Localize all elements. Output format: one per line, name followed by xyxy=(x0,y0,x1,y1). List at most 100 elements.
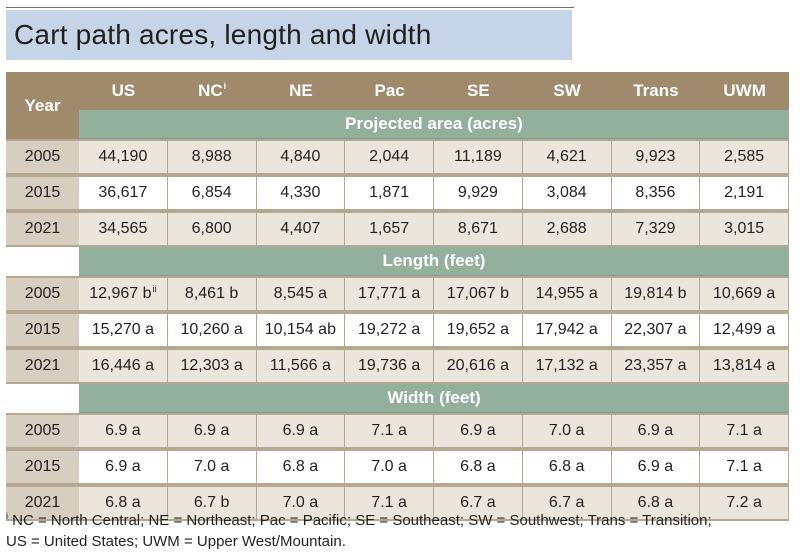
cell-se: 19,652 a xyxy=(434,312,523,348)
table-row: 2021 34,565 6,800 4,407 1,657 8,671 2,68… xyxy=(6,211,789,247)
cell-nc: 8,988 xyxy=(167,139,257,175)
cell-us: 6.9 a xyxy=(79,449,168,485)
cart-path-table: Year US NCi NE Pac SE SW Trans UWM Proje… xyxy=(6,72,789,521)
cell-ne: 11,566 a xyxy=(256,348,346,384)
cell-sw: 7.0 a xyxy=(522,413,612,449)
cell-trans: 7,329 xyxy=(611,211,701,247)
cell-pac: 19,736 a xyxy=(345,348,434,384)
col-header-sw: SW xyxy=(522,72,612,110)
row-year: 2021 xyxy=(6,211,79,247)
cell-sw: 3,084 xyxy=(522,175,612,211)
cell-trans: 6.9 a xyxy=(611,449,701,485)
row-year: 2015 xyxy=(6,449,79,485)
cell-pac: 19,272 a xyxy=(345,312,434,348)
col-header-trans: Trans xyxy=(611,72,701,110)
cell-uwm: 13,814 a xyxy=(700,348,789,384)
top-rule xyxy=(6,7,574,8)
cell-se: 17,067 b xyxy=(434,276,523,312)
cell-us: 34,565 xyxy=(79,211,168,247)
cell-sw: 6.8 a xyxy=(522,449,612,485)
cell-ne: 6.9 a xyxy=(256,413,346,449)
cell-trans: 19,814 b xyxy=(611,276,701,312)
cell-uwm: 3,015 xyxy=(700,211,789,247)
footnote: i NC = North Central; NE = Northeast; Pa… xyxy=(6,510,796,552)
footnote-marker: i xyxy=(6,511,8,521)
table-row: 2021 6.8 a 6.7 b 7.0 a 7.1 a 6.7 a 6.7 a… xyxy=(6,485,789,521)
cell-pac: 1,657 xyxy=(345,211,434,247)
col-header-pac: Pac xyxy=(345,72,434,110)
cell-trans: 23,357 a xyxy=(611,348,701,384)
row-year: 2015 xyxy=(6,312,79,348)
cell-ne: 4,407 xyxy=(256,211,346,247)
column-header-row: Year US NCi NE Pac SE SW Trans UWM xyxy=(6,72,789,139)
cell-us: 6.9 a xyxy=(79,413,168,449)
cell-uwm: 12,499 a xyxy=(700,312,789,348)
year-header: Year xyxy=(6,72,79,139)
table-row: 2015 6.9 a 7.0 a 6.8 a 7.0 a 6.8 a 6.8 a… xyxy=(6,449,789,485)
section-header-length: Length (feet) xyxy=(6,247,789,276)
cell-pac: 7.1 a xyxy=(345,485,434,521)
section-spacer xyxy=(6,247,79,276)
us-footnote-marker: ii xyxy=(152,283,157,294)
cell-ne: 7.0 a xyxy=(256,485,346,521)
section-spacer xyxy=(6,384,79,413)
cell-sw: 14,955 a xyxy=(522,276,612,312)
col-header-uwm: UWM xyxy=(700,72,789,110)
cell-us: 12,967 bii xyxy=(79,276,168,312)
cell-se: 9,929 xyxy=(434,175,523,211)
section-label-area: Projected area (acres) xyxy=(79,110,789,139)
cell-us: 16,446 a xyxy=(79,348,168,384)
cell-sw: 17,132 a xyxy=(522,348,612,384)
cell-us: 6.8 a xyxy=(79,485,168,521)
section-label-length: Length (feet) xyxy=(79,247,789,276)
section-header-width: Width (feet) xyxy=(6,384,789,413)
table-title: Cart path acres, length and width xyxy=(6,10,572,60)
footnote-line-1: i NC = North Central; NE = Northeast; Pa… xyxy=(6,510,796,531)
row-year: 2021 xyxy=(6,348,79,384)
col-header-us: US xyxy=(79,72,168,110)
cell-se: 11,189 xyxy=(434,139,523,175)
cell-ne: 4,330 xyxy=(256,175,346,211)
cell-us-value: 12,967 b xyxy=(89,285,152,302)
row-year: 2005 xyxy=(6,276,79,312)
cell-trans: 9,923 xyxy=(611,139,701,175)
cell-se: 8,671 xyxy=(434,211,523,247)
table-row: 2021 16,446 a 12,303 a 11,566 a 19,736 a… xyxy=(6,348,789,384)
cell-sw: 17,942 a xyxy=(522,312,612,348)
cell-se: 6.8 a xyxy=(434,449,523,485)
cell-us: 44,190 xyxy=(79,139,168,175)
col-header-se: SE xyxy=(434,72,523,110)
cell-uwm: 2,585 xyxy=(700,139,789,175)
cell-ne: 4,840 xyxy=(256,139,346,175)
cell-uwm: 7.1 a xyxy=(700,413,789,449)
row-year: 2005 xyxy=(6,413,79,449)
cell-se: 6.7 a xyxy=(434,485,523,521)
cell-trans: 22,307 a xyxy=(611,312,701,348)
row-year: 2015 xyxy=(6,175,79,211)
cell-us: 15,270 a xyxy=(79,312,168,348)
cell-sw: 6.7 a xyxy=(522,485,612,521)
row-year: 2005 xyxy=(6,139,79,175)
cell-uwm: 2,191 xyxy=(700,175,789,211)
table-row: 2005 44,190 8,988 4,840 2,044 11,189 4,6… xyxy=(6,139,789,175)
cell-se: 20,616 a xyxy=(434,348,523,384)
cell-nc: 6,854 xyxy=(167,175,257,211)
cell-pac: 17,771 a xyxy=(345,276,434,312)
cell-us: 36,617 xyxy=(79,175,168,211)
cell-se: 6.9 a xyxy=(434,413,523,449)
cell-nc: 7.0 a xyxy=(167,449,257,485)
cell-nc: 8,461 b xyxy=(167,276,257,312)
cell-pac: 7.1 a xyxy=(345,413,434,449)
cell-trans: 8,356 xyxy=(611,175,701,211)
cell-nc: 12,303 a xyxy=(167,348,257,384)
cell-pac: 2,044 xyxy=(345,139,434,175)
cell-ne: 10,154 ab xyxy=(256,312,346,348)
table-row: 2005 12,967 bii 8,461 b 8,545 a 17,771 a… xyxy=(6,276,789,312)
cell-pac: 7.0 a xyxy=(345,449,434,485)
table-row: 2005 6.9 a 6.9 a 6.9 a 7.1 a 6.9 a 7.0 a… xyxy=(6,413,789,449)
footnote-text-1: NC = North Central; NE = Northeast; Pac … xyxy=(8,512,712,529)
section-label-width: Width (feet) xyxy=(79,384,789,413)
cell-sw: 2,688 xyxy=(522,211,612,247)
cell-trans: 6.9 a xyxy=(611,413,701,449)
col-header-nc-label: NC xyxy=(198,81,223,100)
